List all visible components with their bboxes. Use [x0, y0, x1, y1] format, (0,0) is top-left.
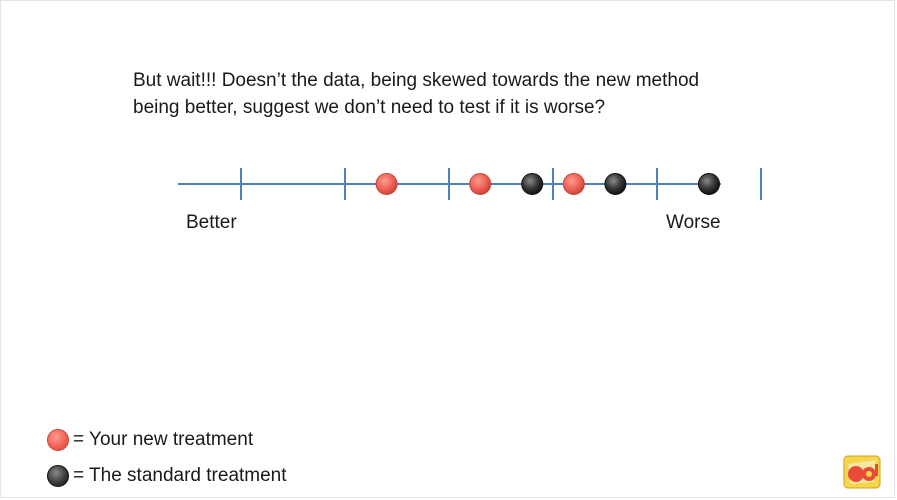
black-dot-icon: [47, 465, 69, 487]
question-line-1: But wait!!! Doesn’t the data, being skew…: [133, 70, 700, 91]
red-dot-icon: [47, 429, 69, 451]
standard-treatment-point: [698, 173, 720, 195]
legend-standard-label: = The standard treatment: [73, 465, 287, 486]
scale-ticks: [240, 168, 762, 200]
worse-label: Worse: [666, 212, 721, 233]
scale-points: [375, 173, 720, 195]
question-line-2: being better, suggest we don’t need to t…: [133, 97, 606, 118]
so-logo-icon: [843, 455, 881, 489]
better-label: Better: [186, 212, 237, 233]
new-treatment-point: [469, 173, 492, 195]
new-treatment-point: [562, 173, 585, 195]
new-treatment-point: [375, 173, 398, 195]
standard-treatment-point: [521, 173, 544, 195]
legend-new-label: = Your new treatment: [73, 429, 254, 450]
standard-treatment-point: [604, 173, 627, 195]
treatment-scale: Better Worse: [178, 168, 762, 233]
legend-standard-treatment: = The standard treatment: [47, 465, 287, 487]
question-text: But wait!!! Doesn’t the data, being skew…: [133, 67, 833, 121]
legend-new-treatment: = Your new treatment: [47, 429, 253, 451]
